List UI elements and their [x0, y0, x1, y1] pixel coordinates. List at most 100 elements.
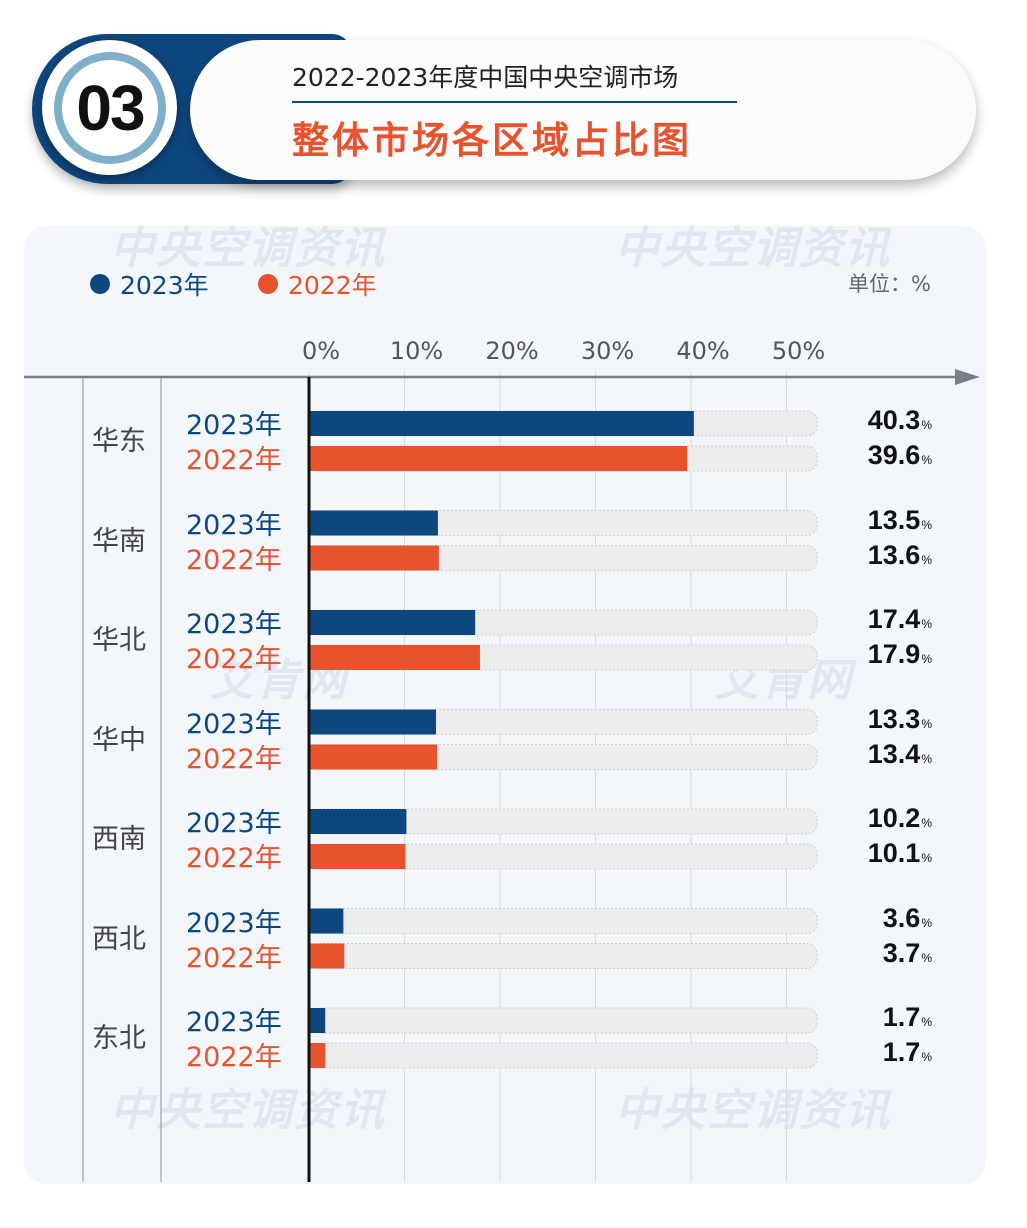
data-label-value: 13.5: [867, 504, 921, 535]
data-label-unit: %: [921, 418, 932, 432]
data-label-unit: %: [921, 816, 932, 830]
data-label-value: 10.1: [867, 838, 921, 868]
x-tick-label: 30%: [581, 337, 634, 365]
data-label-unit: %: [921, 851, 932, 865]
bar-2022: [309, 545, 439, 571]
data-label-unit: %: [921, 1050, 932, 1064]
data-label: 17.4%: [868, 604, 932, 635]
data-label: 1.7%: [883, 1002, 932, 1033]
data-label: 13.3%: [868, 704, 932, 735]
data-label-value: 3.7: [882, 937, 921, 968]
bar-2022: [309, 446, 688, 471]
series-label: 2022年: [186, 544, 282, 576]
series-label: 2023年: [186, 410, 282, 441]
data-label: 13.4%: [868, 739, 932, 770]
legend-item-2023: 2023年: [90, 266, 209, 302]
data-label-unit: %: [921, 751, 932, 766]
data-label-value: 39.6: [867, 440, 921, 470]
data-label-unit: %: [921, 652, 932, 666]
x-tick-label: 10%: [390, 337, 443, 365]
data-label-unit: %: [921, 1015, 932, 1029]
data-label-value: 40.3: [867, 405, 921, 435]
page-subtitle: 2022-2023年度中国中央空调市场: [292, 63, 679, 92]
data-label-unit: %: [921, 552, 932, 567]
x-tick-label: 20%: [485, 337, 538, 365]
data-label-unit: %: [921, 617, 932, 631]
bar-track: [308, 943, 818, 969]
data-label-unit: %: [921, 517, 932, 532]
data-label: 40.3%: [868, 405, 932, 436]
page-title: 整体市场各区域占比图: [292, 119, 692, 162]
data-label: 3.6%: [883, 903, 932, 934]
bar-2022: [309, 1043, 326, 1068]
data-label: 17.9%: [868, 639, 932, 670]
data-label-value: 13.4: [867, 738, 921, 769]
region-label: 西北: [92, 923, 146, 955]
legend-swatch-2022: [258, 274, 278, 294]
bar-2022: [309, 744, 437, 770]
region-label: 华北: [92, 625, 146, 656]
data-label-value: 1.7: [882, 1037, 921, 1067]
data-label-value: 10.2: [867, 803, 921, 833]
data-label: 39.6%: [868, 440, 932, 471]
legend-swatch-2023: [90, 274, 110, 294]
region-label: 西南: [92, 824, 146, 855]
x-tick-label: 50%: [772, 337, 825, 365]
series-label: 2023年: [186, 1007, 282, 1038]
bar-track: [308, 1042, 818, 1069]
watermark-brand: 中央空调资讯: [615, 223, 891, 274]
series-label: 2022年: [186, 445, 282, 476]
unit-label: 单位：%: [848, 272, 931, 296]
bar-track: [308, 843, 818, 870]
title-divider: [292, 101, 737, 103]
x-axis-arrow: [955, 369, 980, 385]
header-title-pill: [190, 40, 976, 180]
watermark-brand: 中央空调资讯: [110, 223, 386, 274]
data-label-unit: %: [921, 716, 932, 731]
bar-track: [308, 1007, 818, 1034]
data-label-unit: %: [921, 453, 932, 467]
data-label-value: 3.6: [882, 902, 921, 933]
data-label: 13.5%: [868, 505, 932, 536]
legend-label-2023: 2023年: [120, 271, 209, 300]
watermark-brand: 中央空调资讯: [110, 1085, 386, 1136]
data-label: 10.2%: [868, 803, 932, 834]
series-label: 2023年: [186, 808, 282, 839]
bar-2023: [309, 809, 407, 834]
legend-label-2022: 2022年: [288, 271, 377, 300]
region-label: 东北: [92, 1023, 146, 1054]
series-label: 2023年: [186, 907, 282, 939]
bar-2023: [309, 709, 437, 735]
bar-2023: [309, 908, 344, 934]
data-label: 13.6%: [868, 540, 932, 571]
series-label: 2023年: [186, 509, 282, 541]
data-label-value: 13.3: [867, 703, 921, 734]
bar-track: [308, 908, 818, 934]
badge-number: 03: [62, 60, 158, 156]
data-label-value: 17.4: [867, 604, 921, 634]
x-tick-label: 0%: [302, 337, 340, 365]
data-label-unit: %: [921, 915, 932, 930]
bar-2022: [309, 943, 345, 969]
bar-2023: [309, 610, 476, 635]
region-label: 华南: [92, 525, 146, 557]
bar-2023: [309, 411, 694, 436]
data-label-unit: %: [921, 950, 932, 965]
bar-2022: [309, 844, 406, 869]
data-label: 1.7%: [883, 1037, 932, 1068]
bar-2022: [309, 645, 480, 670]
series-label: 2022年: [186, 942, 282, 974]
series-label: 2022年: [186, 843, 282, 874]
watermark-brand: 中央空调资讯: [615, 1085, 891, 1136]
legend-item-2022: 2022年: [258, 266, 377, 302]
bar-track: [308, 808, 818, 835]
region-label: 华中: [92, 724, 146, 756]
data-label-value: 13.6: [867, 539, 921, 570]
data-label: 3.7%: [883, 938, 932, 969]
bar-2023: [309, 510, 438, 536]
series-label: 2022年: [186, 1042, 282, 1073]
series-label: 2023年: [186, 609, 282, 640]
region-label: 华东: [92, 426, 146, 457]
data-label-value: 17.9: [867, 639, 921, 669]
